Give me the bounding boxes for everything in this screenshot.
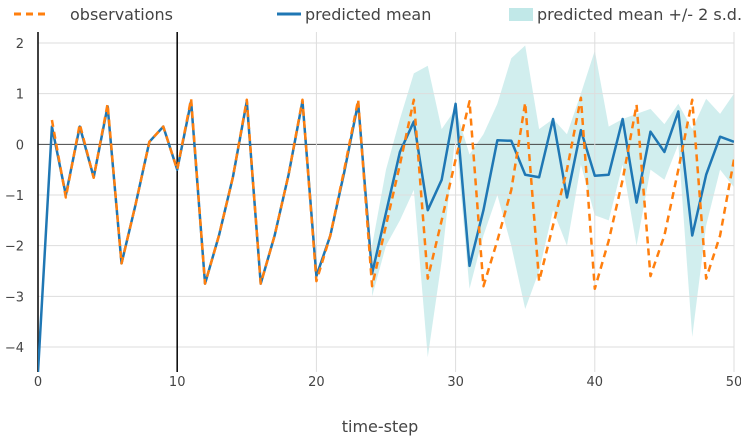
y-tick-label: 1 [16, 88, 24, 103]
vertical-marker-lines [38, 32, 177, 372]
y-axis-ticks: −4 −3 −2 −1 0 1 2 [5, 37, 24, 356]
y-tick-label: −3 [5, 290, 24, 305]
y-tick-label: −4 [5, 341, 24, 356]
x-tick-label: 30 [447, 375, 464, 390]
x-tick-label: 0 [34, 375, 42, 390]
legend-item: predicted mean +/- 2 s.d. [509, 5, 741, 24]
legend-label: observations [70, 5, 173, 24]
y-tick-label: 0 [16, 138, 24, 153]
x-tick-label: 10 [169, 375, 186, 390]
x-tick-label: 50 [726, 375, 741, 390]
y-tick-label: 2 [16, 37, 24, 52]
x-axis-ticks: 0 10 20 30 40 50 [34, 375, 741, 390]
x-axis-label: time-step [342, 417, 419, 436]
y-tick-label: −1 [5, 189, 24, 204]
legend: observations predicted mean predicted mean… [14, 5, 741, 24]
legend-item: observations [14, 5, 173, 24]
legend-label: predicted mean [305, 5, 431, 24]
legend-label: predicted mean +/- 2 s.d. [537, 5, 741, 24]
x-tick-label: 20 [308, 375, 325, 390]
legend-swatch-band [509, 8, 533, 21]
x-tick-label: 40 [587, 375, 604, 390]
legend-item: predicted mean [277, 5, 431, 24]
y-tick-label: −2 [5, 240, 24, 255]
